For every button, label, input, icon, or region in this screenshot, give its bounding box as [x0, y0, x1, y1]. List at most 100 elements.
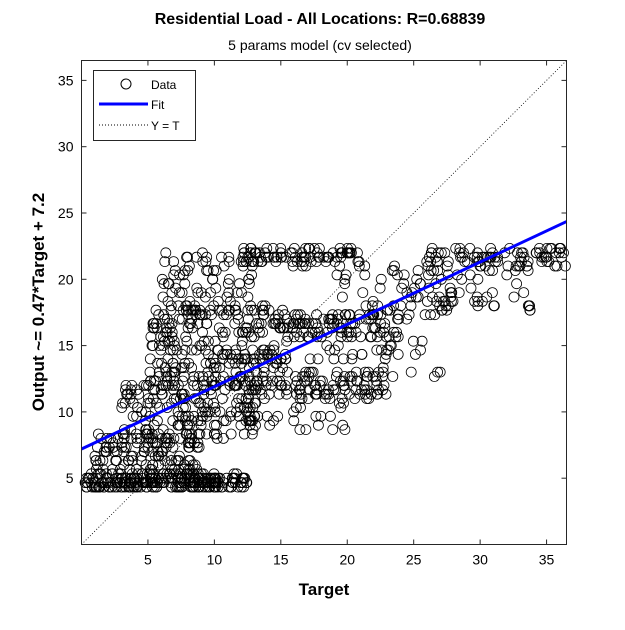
data-point	[227, 477, 239, 489]
data-point	[377, 362, 389, 374]
data-point	[274, 322, 286, 334]
data-point	[324, 410, 336, 422]
data-point	[445, 291, 457, 303]
data-point	[230, 348, 242, 360]
data-point	[151, 322, 163, 334]
data-point	[173, 481, 185, 493]
data-point	[203, 371, 215, 382]
data-point	[178, 459, 190, 471]
data-point	[138, 446, 150, 458]
data-point	[276, 251, 288, 263]
data-point	[195, 419, 207, 431]
data-point	[434, 366, 446, 378]
data-point	[112, 477, 124, 489]
x-tick-label: 15	[273, 552, 289, 568]
data-point	[162, 432, 174, 444]
data-point	[225, 428, 237, 440]
data-point	[339, 309, 351, 321]
data-point	[250, 419, 261, 431]
data-point	[183, 260, 195, 272]
data-point	[428, 371, 440, 382]
data-point	[115, 477, 126, 489]
data-point	[289, 371, 301, 382]
data-point	[199, 481, 211, 493]
data-point	[144, 353, 156, 365]
data-point	[90, 455, 102, 466]
data-point	[188, 379, 200, 391]
data-point	[450, 242, 462, 254]
data-point	[140, 424, 152, 436]
data-point	[174, 269, 186, 281]
data-point	[375, 273, 387, 285]
data-point	[347, 348, 359, 360]
data-point	[340, 269, 352, 281]
fit-line	[80, 220, 568, 451]
data-point	[441, 304, 453, 316]
data-point	[168, 432, 180, 444]
data-point	[379, 318, 391, 329]
data-point	[142, 397, 154, 409]
data-point	[541, 242, 553, 254]
data-point	[245, 300, 257, 312]
data-point	[228, 468, 240, 480]
data-point	[183, 410, 194, 422]
data-point	[205, 357, 216, 369]
data-point	[159, 256, 171, 268]
data-point	[294, 424, 306, 436]
data-point	[484, 251, 496, 263]
data-point	[279, 379, 291, 391]
data-point	[107, 437, 119, 449]
data-point	[170, 362, 182, 374]
data-point	[251, 318, 262, 329]
data-point	[483, 265, 495, 276]
data-point	[116, 402, 128, 413]
data-point	[150, 318, 162, 329]
data-point	[156, 388, 168, 400]
data-point	[327, 309, 338, 321]
data-point	[381, 344, 393, 356]
data-point	[344, 309, 356, 321]
legend-data-marker	[120, 78, 132, 90]
data-point	[287, 256, 299, 268]
data-point	[223, 273, 235, 285]
data-point	[229, 357, 241, 369]
data-point	[225, 410, 236, 422]
data-point	[138, 441, 150, 453]
data-point	[162, 278, 174, 290]
data-point	[459, 256, 471, 268]
data-point	[260, 379, 272, 391]
data-point	[442, 256, 454, 268]
data-point	[167, 415, 179, 427]
data-point	[210, 282, 222, 294]
data-point	[141, 468, 153, 480]
data-point	[240, 326, 252, 338]
data-point	[540, 251, 552, 263]
x-tick-label: 5	[144, 552, 152, 568]
data-point	[157, 291, 169, 303]
data-point	[355, 331, 367, 343]
data-point	[370, 371, 382, 382]
data-point	[272, 309, 284, 321]
data-point	[371, 375, 382, 387]
data-point	[166, 463, 178, 475]
data-point	[182, 437, 194, 449]
data-point	[236, 393, 248, 405]
data-point	[208, 397, 220, 409]
data-point	[257, 326, 269, 338]
plot-frame	[81, 60, 567, 545]
data-point	[223, 357, 235, 369]
legend-data-label: Data	[151, 78, 177, 92]
data-point	[359, 260, 371, 272]
data-point	[106, 481, 117, 493]
data-point	[243, 273, 255, 285]
data-point	[210, 265, 222, 276]
data-point	[356, 348, 368, 360]
data-point	[209, 472, 221, 484]
data-point	[320, 256, 332, 268]
data-point	[353, 260, 365, 272]
data-point	[220, 415, 232, 427]
data-point	[130, 463, 142, 475]
data-point	[191, 282, 203, 294]
data-point	[378, 326, 390, 338]
data-point	[238, 428, 250, 440]
